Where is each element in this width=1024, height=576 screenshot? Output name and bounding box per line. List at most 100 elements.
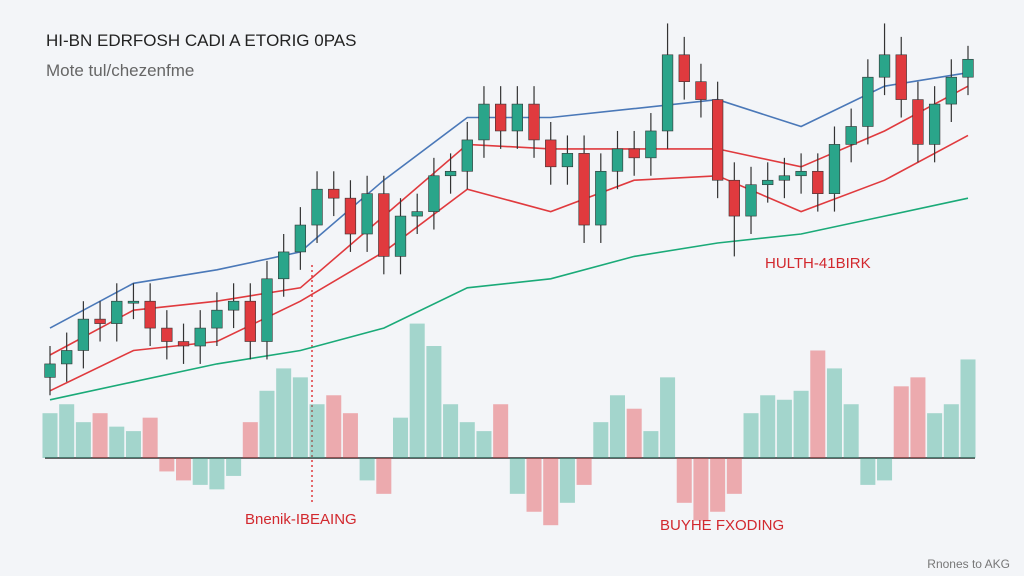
volume-bar [376, 458, 392, 494]
candle-body [895, 54, 907, 100]
volume-bar [810, 350, 826, 458]
candle-body [44, 363, 56, 378]
candle-body [495, 103, 507, 132]
candle-body [545, 139, 557, 168]
volume-bar [259, 390, 275, 458]
candle-body [878, 54, 891, 78]
annotation: HULTH-41BIRK [765, 255, 871, 272]
volume-bar [643, 431, 659, 458]
volume-bar [593, 422, 609, 458]
candle-body [444, 170, 457, 177]
volume-bar [125, 431, 141, 458]
candle-body [912, 99, 924, 145]
volume-bar [910, 377, 926, 458]
candle-body [261, 278, 273, 342]
volume-bar [59, 404, 75, 458]
volume-bar [392, 417, 409, 458]
candle-body [328, 188, 340, 199]
candle-body [127, 300, 140, 304]
candle-body [611, 148, 624, 172]
candle-body [628, 148, 640, 159]
volume-bar [843, 404, 859, 458]
volume-bar [159, 458, 175, 472]
volume-bar [860, 458, 876, 485]
volume-bar [609, 395, 626, 458]
candle-body [511, 103, 523, 132]
moving-average [49, 197, 969, 401]
candle-body [578, 153, 590, 226]
moving-average [49, 85, 969, 356]
volume-bar [226, 458, 242, 476]
candle-body [461, 139, 473, 172]
candle-body [428, 175, 440, 212]
volume-bar [92, 413, 108, 458]
candle-body [278, 251, 290, 280]
volume-bar [526, 458, 542, 512]
candle-body [294, 224, 307, 253]
volume-bar [42, 413, 58, 458]
candle-body [645, 130, 657, 159]
candle-body [194, 327, 206, 347]
volume-bar [493, 404, 509, 458]
candle-body [762, 179, 774, 186]
candle-body [928, 103, 941, 145]
volume-bar [960, 359, 976, 458]
volume-bar [710, 458, 726, 512]
volume-bar [543, 458, 559, 526]
chart-subtitle: Mote tul/chezenfme [46, 61, 194, 80]
volume-bar [743, 413, 759, 458]
volume-bar [626, 408, 642, 458]
chart-title: HI-BN EDRFOSH CADI A EТORIG 0PAS [46, 31, 356, 50]
candle-body [244, 300, 256, 342]
candle-body [211, 309, 223, 329]
moving-average [49, 71, 969, 329]
volume-bar [793, 390, 809, 458]
candle-body [661, 54, 674, 132]
volume-bar [760, 395, 776, 458]
volume-bar [342, 413, 358, 458]
volume-bar [877, 458, 893, 481]
candle-body [94, 318, 106, 324]
candle-body [378, 193, 390, 257]
volume-bar [75, 422, 91, 458]
candle-body [862, 76, 874, 127]
volume-bar [309, 404, 325, 458]
volume-bar [476, 431, 492, 458]
volume-bar [693, 458, 709, 521]
volume-bar [209, 458, 225, 490]
candle-body [478, 103, 490, 141]
volume-bar [359, 458, 375, 481]
candle-body [144, 300, 156, 329]
volume-bar [459, 422, 475, 458]
candle-body [828, 144, 841, 194]
candle-body [945, 76, 957, 105]
candle-body [962, 58, 974, 78]
candle-body [411, 211, 423, 217]
volume-bar [576, 458, 592, 485]
candle-body [111, 300, 123, 324]
volume-bar [559, 458, 575, 503]
volume-bar [242, 422, 258, 458]
volume-bar [292, 377, 308, 458]
candle-body [795, 170, 807, 177]
candle-body [812, 170, 824, 194]
volume-bar [443, 404, 459, 458]
candle-body [678, 54, 690, 82]
annotation: Bnenik-IBEAING [245, 511, 357, 528]
volume-bar [726, 458, 742, 494]
candle-body [561, 153, 574, 168]
candle-body [845, 126, 857, 145]
volume-bar [676, 458, 692, 503]
candle-body [311, 188, 323, 226]
candle-body [394, 215, 407, 257]
candle-body [695, 81, 707, 100]
volume-bar [776, 399, 792, 458]
footer: Rnones to AKG [927, 557, 1010, 571]
candle-body [77, 318, 90, 351]
volume-bar [927, 413, 943, 458]
candle-body [745, 184, 757, 217]
volume-bar [192, 458, 208, 485]
candle-body [595, 170, 607, 226]
